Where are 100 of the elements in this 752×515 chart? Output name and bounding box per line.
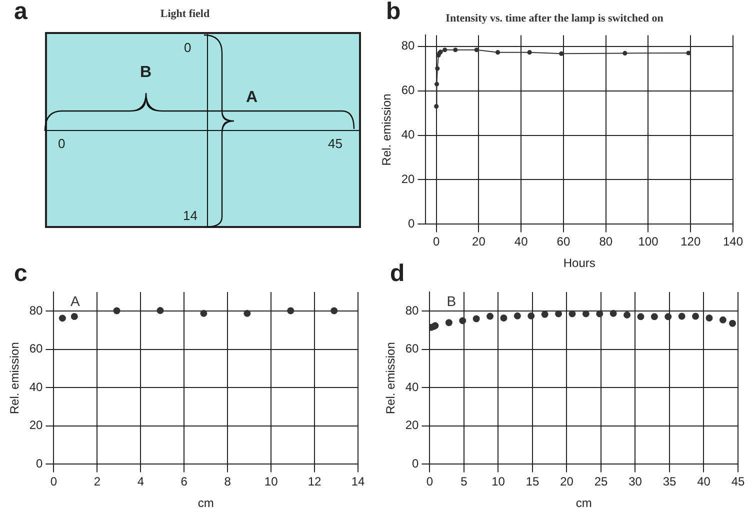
- point: [495, 50, 500, 55]
- point: [541, 310, 548, 318]
- text: Light field: [160, 8, 210, 20]
- x-axis-title: cm: [576, 496, 592, 510]
- x-tick-label: 80: [599, 234, 613, 249]
- point: [156, 307, 164, 314]
- x-tick-label: 2: [94, 474, 101, 489]
- y-tick-label: 80: [29, 303, 44, 318]
- point: [474, 48, 479, 52]
- x-tick-label: 10: [492, 474, 506, 489]
- point: [719, 316, 726, 324]
- y-tick-label: 20: [29, 418, 44, 432]
- point: [622, 50, 628, 56]
- point: [624, 311, 631, 318]
- point: [434, 104, 439, 109]
- y-tick-label: 20: [401, 172, 416, 186]
- point: [500, 314, 508, 322]
- y-tick-label: 60: [29, 342, 44, 356]
- point: [706, 314, 713, 322]
- text: 14: [183, 208, 198, 223]
- y-tick-label: 40: [401, 128, 416, 142]
- x-tick-label: 120: [680, 234, 701, 249]
- point: [555, 310, 562, 318]
- y-tick-label: 0: [36, 456, 44, 471]
- point: [244, 310, 251, 317]
- x-tick-label: 20: [472, 234, 486, 249]
- point: [113, 307, 120, 314]
- annotation: A: [70, 292, 80, 309]
- text: 45: [328, 136, 342, 151]
- y-tick-label: 60: [401, 83, 416, 98]
- text: d: [390, 260, 405, 288]
- point: [459, 317, 466, 324]
- y-axis-title: Rel. emission: [384, 342, 398, 414]
- chart-title: Intensity vs. time after the lamp is switched on: [446, 12, 664, 24]
- x-tick-label: 60: [556, 234, 570, 249]
- x-axis-title: cm: [198, 496, 214, 510]
- y-tick-label: 80: [405, 303, 420, 318]
- x-tick-label: 30: [628, 474, 642, 489]
- point: [559, 51, 564, 56]
- point: [442, 48, 448, 52]
- x-tick-label: 0: [426, 474, 434, 489]
- y-tick-label: 20: [405, 418, 420, 432]
- point: [596, 310, 604, 318]
- point: [472, 315, 480, 322]
- x-tick-label: 4: [137, 474, 144, 489]
- point: [330, 307, 338, 314]
- text: a: [14, 0, 28, 26]
- text: 0: [58, 136, 66, 151]
- text: 0: [184, 40, 192, 55]
- x-tick-label: 20: [560, 474, 574, 489]
- x-tick-label: 14: [351, 474, 365, 489]
- point: [664, 313, 672, 320]
- x-tick-label: 8: [224, 474, 232, 489]
- point: [692, 312, 700, 320]
- text: c: [14, 260, 28, 288]
- y-tick-label: 0: [408, 216, 416, 231]
- point: [527, 50, 532, 55]
- point: [200, 310, 208, 317]
- point: [582, 310, 590, 318]
- y-tick-label: 0: [412, 456, 420, 471]
- y-tick-label: 40: [29, 380, 44, 394]
- y-tick-label: 60: [405, 342, 420, 356]
- y-tick-label: 80: [401, 38, 416, 53]
- text: A: [246, 89, 258, 107]
- x-tick-label: 10: [264, 474, 278, 489]
- y-axis-title: Rel. emission: [380, 94, 394, 166]
- x-tick-label: 6: [180, 474, 188, 489]
- point: [637, 313, 644, 320]
- y-axis-title: Rel. emission: [8, 342, 22, 414]
- y-tick-label: 40: [405, 380, 420, 394]
- x-tick-label: 140: [722, 234, 744, 249]
- x-tick-label: 40: [697, 474, 711, 489]
- x-tick-label: 0: [50, 474, 58, 489]
- x-tick-label: 15: [526, 474, 540, 489]
- point: [528, 312, 535, 320]
- x-tick-label: 40: [514, 234, 528, 249]
- point: [58, 314, 66, 322]
- x-tick-label: 100: [638, 234, 659, 249]
- point: [678, 312, 686, 320]
- point: [453, 48, 458, 52]
- point: [434, 82, 440, 86]
- x-tick-label: 12: [308, 474, 322, 489]
- point: [70, 312, 78, 320]
- x-tick-label: 5: [460, 474, 468, 489]
- x-tick-label: 25: [594, 474, 608, 489]
- point: [729, 320, 736, 327]
- point: [445, 319, 452, 326]
- x-tick-label: 0: [433, 234, 440, 249]
- annotation: B: [446, 292, 456, 309]
- point: [568, 310, 576, 318]
- text: B: [140, 64, 152, 82]
- point: [514, 312, 521, 320]
- x-tick-label: 45: [731, 474, 745, 489]
- x-tick-label: 35: [662, 474, 676, 489]
- x-axis-title: Hours: [563, 256, 596, 270]
- point: [287, 307, 294, 314]
- point: [686, 50, 691, 56]
- point: [435, 66, 440, 71]
- point: [650, 313, 658, 320]
- point: [486, 312, 494, 320]
